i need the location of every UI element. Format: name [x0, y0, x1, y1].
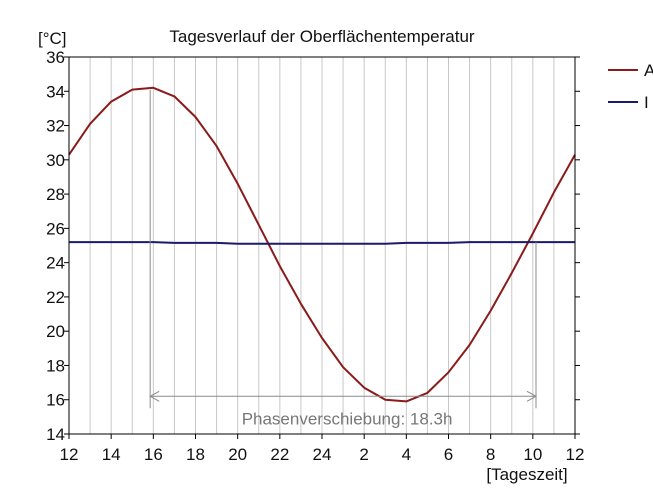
x-tick-label: 22 — [270, 445, 289, 464]
x-ticks: 12 14 16 18 20 22 24 2 4 6 8 10 12 — [60, 434, 585, 464]
phase-annotation: Phasenverschiebung: 18.3h — [149, 89, 538, 428]
phase-arrow-head-right — [526, 390, 538, 402]
y-tick-label: 30 — [46, 151, 65, 170]
x-tick-label: 12 — [60, 445, 79, 464]
y-tick-label: 22 — [46, 288, 65, 307]
x-tick-label: 20 — [228, 445, 247, 464]
y-tick-label: 34 — [46, 82, 65, 101]
x-tick-label: 24 — [313, 445, 332, 464]
phase-arrow-head-left — [149, 390, 160, 402]
y-tick-label: 20 — [46, 322, 65, 341]
legend: AI — [608, 61, 653, 112]
x-tick-label: 12 — [566, 445, 585, 464]
series-line-i — [69, 241, 575, 245]
y-tick-label: 36 — [46, 48, 65, 67]
series-layer — [68, 86, 576, 403]
x-tick-label: 18 — [186, 445, 205, 464]
y-tick-label: 26 — [46, 219, 65, 238]
x-axis-unit: [Tageszeit] — [486, 465, 567, 484]
x-tick-label: 14 — [102, 445, 121, 464]
y-tick-label: 32 — [46, 117, 65, 136]
x-tick-label: 16 — [144, 445, 163, 464]
y-tick-label: 24 — [46, 254, 65, 273]
legend-label-i: I — [644, 93, 649, 112]
y-tick-label: 14 — [46, 425, 65, 444]
x-tick-label: 2 — [359, 445, 368, 464]
vertical-grid — [89, 57, 555, 434]
x-tick-label: 8 — [486, 445, 495, 464]
x-tick-label: 6 — [444, 445, 453, 464]
phase-label: Phasenverschiebung: 18.3h — [242, 409, 453, 428]
legend-label-a: A — [644, 61, 653, 80]
y-tick-label: 18 — [46, 356, 65, 375]
x-tick-label: 10 — [523, 445, 542, 464]
series-line-a — [68, 86, 576, 403]
plot-frame — [68, 56, 576, 435]
y-ticks: 14 16 18 20 22 24 26 28 30 32 34 36 — [46, 48, 580, 444]
chart-title: Tagesverlauf der Oberflächentemperatur — [169, 27, 475, 46]
x-tick-label: 4 — [402, 445, 411, 464]
y-axis-unit: [°C] — [38, 29, 67, 48]
y-tick-label: 28 — [46, 185, 65, 204]
y-tick-label: 16 — [46, 391, 65, 410]
